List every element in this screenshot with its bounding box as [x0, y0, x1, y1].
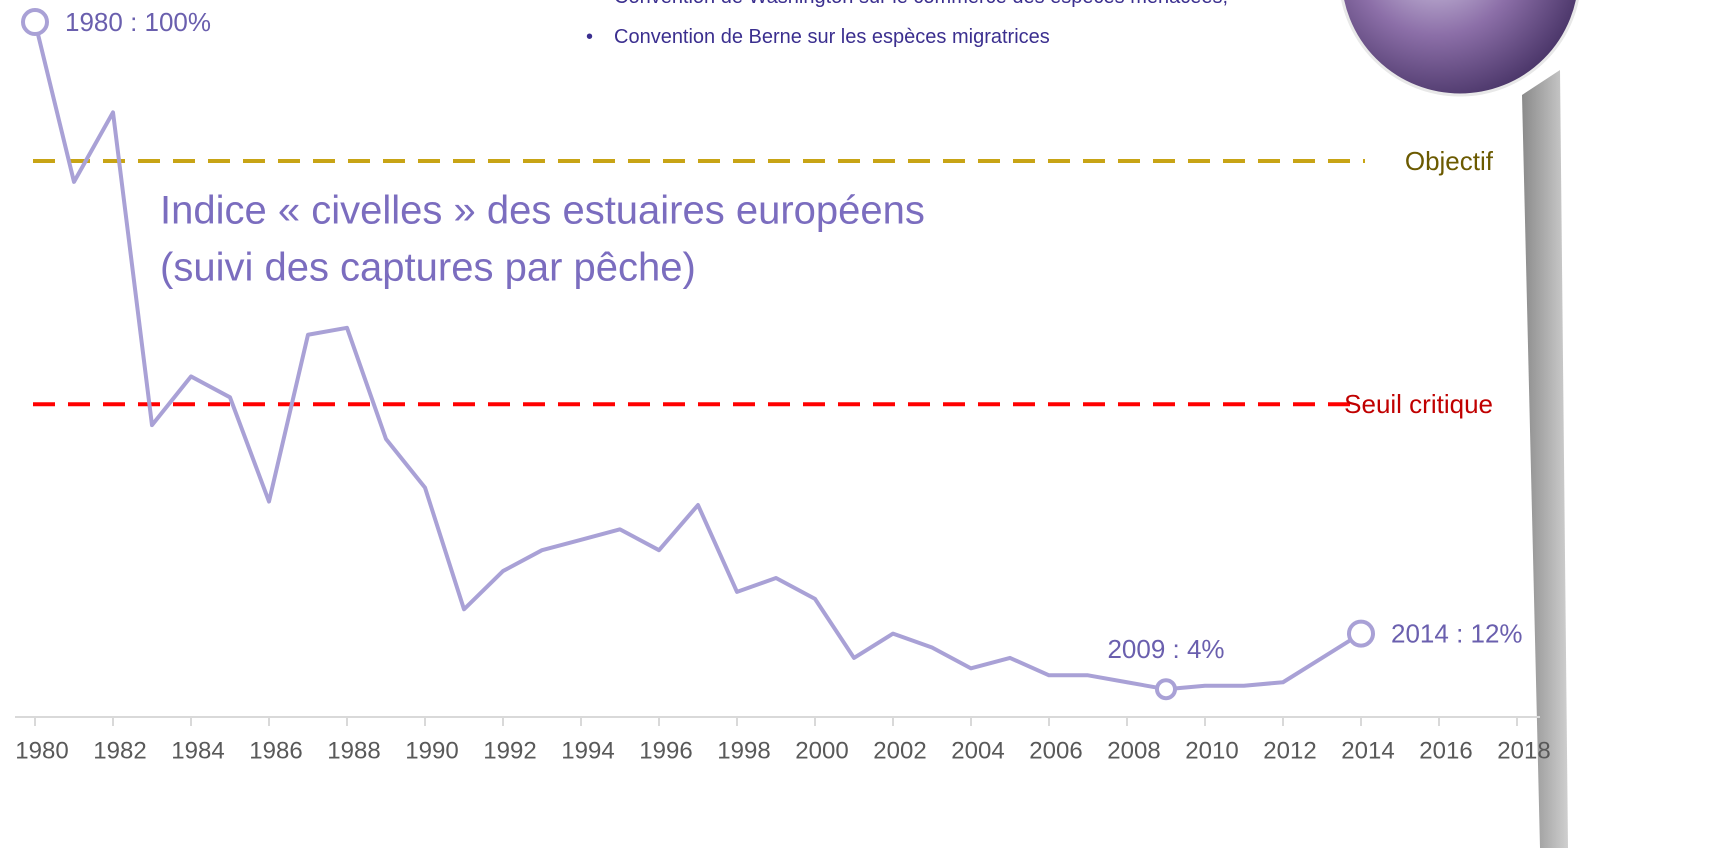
chart-title: Indice « civelles » des estuaires europé…: [160, 189, 925, 233]
x-tick-label: 2000: [795, 737, 848, 764]
chart: Indice « civelles » des estuaires europé…: [0, 0, 1733, 848]
bullet: Convention de Washington sur le commerce…: [614, 0, 1254, 10]
x-tick-label: 1988: [327, 737, 380, 764]
data-label: 1980 : 100%: [65, 7, 211, 37]
page: Indice « civelles » des estuaires europé…: [0, 0, 1733, 848]
point-marker: [1157, 680, 1175, 698]
x-tick-label: 1980: [15, 737, 68, 764]
x-tick-label: 2006: [1029, 737, 1082, 764]
reference-label: Objectif: [1405, 146, 1494, 176]
x-tick-label: 1998: [717, 737, 770, 764]
x-tick-label: 2008: [1107, 737, 1160, 764]
x-tick-label: 2014: [1341, 737, 1394, 764]
data-label: 2009 : 4%: [1107, 634, 1224, 664]
bullet: Convention de Berne sur les espèces migr…: [614, 24, 1254, 50]
x-tick-label: 1984: [171, 737, 224, 764]
x-tick-label: 2018: [1497, 737, 1550, 764]
x-tick-label: 2012: [1263, 737, 1316, 764]
x-tick-label: 1994: [561, 737, 614, 764]
bullet-list: Convention de Washington sur le commerce…: [586, 0, 1254, 64]
x-tick-label: 1982: [93, 737, 146, 764]
x-tick-label: 2010: [1185, 737, 1238, 764]
x-tick-label: 1986: [249, 737, 302, 764]
reference-label: Seuil critique: [1344, 389, 1493, 419]
x-tick-label: 1996: [639, 737, 692, 764]
point-marker: [23, 10, 47, 34]
chart-subtitle: (suivi des captures par pêche): [160, 246, 696, 290]
point-marker: [1349, 622, 1373, 646]
data-label: 2014 : 12%: [1391, 618, 1523, 648]
x-tick-label: 2016: [1419, 737, 1472, 764]
x-tick-label: 2004: [951, 737, 1004, 764]
side-decoration: [1522, 70, 1568, 848]
x-tick-label: 2002: [873, 737, 926, 764]
x-tick-label: 1992: [483, 737, 536, 764]
data-line: [35, 22, 1361, 689]
x-tick-label: 1990: [405, 737, 458, 764]
